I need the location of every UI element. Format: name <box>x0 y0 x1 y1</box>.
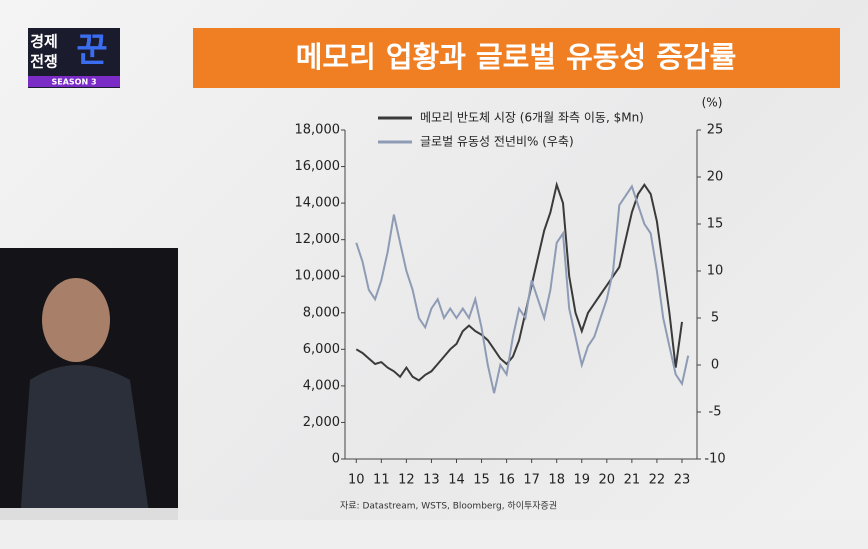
x-tick-label: 14 <box>448 473 465 488</box>
y-tick-label: 6,000 <box>303 342 340 357</box>
y2-tick-label: 15 <box>707 217 724 232</box>
y-tick-label: 4,000 <box>303 378 340 393</box>
x-tick-label: 23 <box>674 473 691 488</box>
x-tick-label: 17 <box>523 473 540 488</box>
y2-tick-label: 5 <box>711 311 719 326</box>
logo-season: SEASON 3 <box>51 78 96 87</box>
source-note: 자료: Datastream, WSTS, Bloomberg, 하이투자증권 <box>340 500 557 512</box>
y2-tick-label: 25 <box>707 123 724 138</box>
y2-unit: (%) <box>702 96 723 110</box>
x-tick-label: 22 <box>649 473 666 488</box>
logo-text: 전쟁 <box>30 53 58 71</box>
person-body <box>20 365 150 520</box>
desk <box>0 508 178 520</box>
y2-tick-label: 0 <box>711 358 719 373</box>
chart-title: 메모리 업황과 글로벌 유동성 증감률 <box>296 40 737 74</box>
series-line <box>355 181 683 382</box>
x-tick-label: 16 <box>498 473 515 488</box>
y2-tick-label: 20 <box>707 170 724 185</box>
y-tick-label: 18,000 <box>295 123 341 138</box>
y-tick-label: 2,000 <box>303 415 340 430</box>
y-tick-label: 12,000 <box>295 232 341 247</box>
y-tick-label: 16,000 <box>295 159 341 174</box>
y2-tick-label: 10 <box>707 264 724 279</box>
x-tick-label: 12 <box>398 473 415 488</box>
logo-mark: 꾼 <box>76 31 107 71</box>
y2-tick-label: -10 <box>704 452 725 467</box>
series-line <box>355 184 690 394</box>
logo-season-bg <box>28 76 120 87</box>
x-tick-label: 21 <box>624 473 641 488</box>
legend-label: 메모리 반도체 시장 (6개월 좌측 이동, $Mn) <box>420 111 644 125</box>
x-tick-label: 19 <box>573 473 590 488</box>
x-tick-label: 10 <box>348 473 365 488</box>
y-tick-label: 10,000 <box>295 269 341 284</box>
y-tick-label: 14,000 <box>295 196 341 211</box>
x-tick-label: 11 <box>373 473 390 488</box>
y-tick-label: 0 <box>332 452 340 467</box>
y-tick-label: 8,000 <box>303 305 340 320</box>
bottom-strip <box>0 520 868 549</box>
x-tick-label: 18 <box>548 473 565 488</box>
title-banner <box>193 28 840 88</box>
x-tick-label: 15 <box>473 473 490 488</box>
logo-text: 경제 <box>30 33 58 51</box>
x-tick-label: 13 <box>423 473 440 488</box>
y2-tick-label: -5 <box>709 405 722 420</box>
person-head <box>42 278 110 362</box>
x-tick-label: 20 <box>599 473 616 488</box>
legend-label: 글로벌 유동성 전년비% (우축) <box>420 135 574 149</box>
